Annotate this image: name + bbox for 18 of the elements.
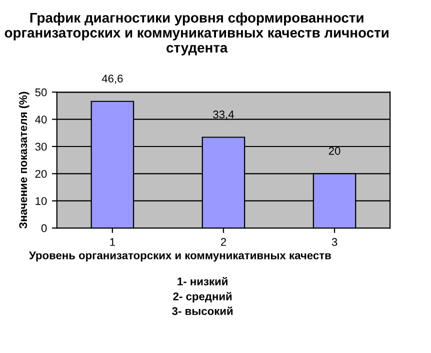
chart-title: График диагностики уровня сформированности организаторских и коммуникативных качеств личности студента [4,12,388,56]
data-label: 46,6 [102,74,123,84]
x-axis-title: Уровень организаторских и коммуникативных качеств [28,252,331,262]
x-tick-label: 1 [110,238,115,246]
y-tick-label: 20 [35,170,47,178]
y-axis-title: Значение показателя (%) [18,92,30,229]
data-label: 20 [328,146,340,155]
x-tick-label: 2 [220,238,226,246]
y-tick-label: 30 [35,142,47,151]
y-tick-label: 40 [35,116,47,124]
x-tick-label: 3 [332,238,338,246]
y-tick-label: 10 [36,197,47,205]
y-tick-label: 0 [41,224,47,232]
text: 3- высокий [172,306,233,316]
data-label: 33,4 [213,110,234,120]
y-tick-label: 50 [35,88,47,96]
text: 1- низкий [178,277,228,286]
text: 2- средний [173,292,232,303]
